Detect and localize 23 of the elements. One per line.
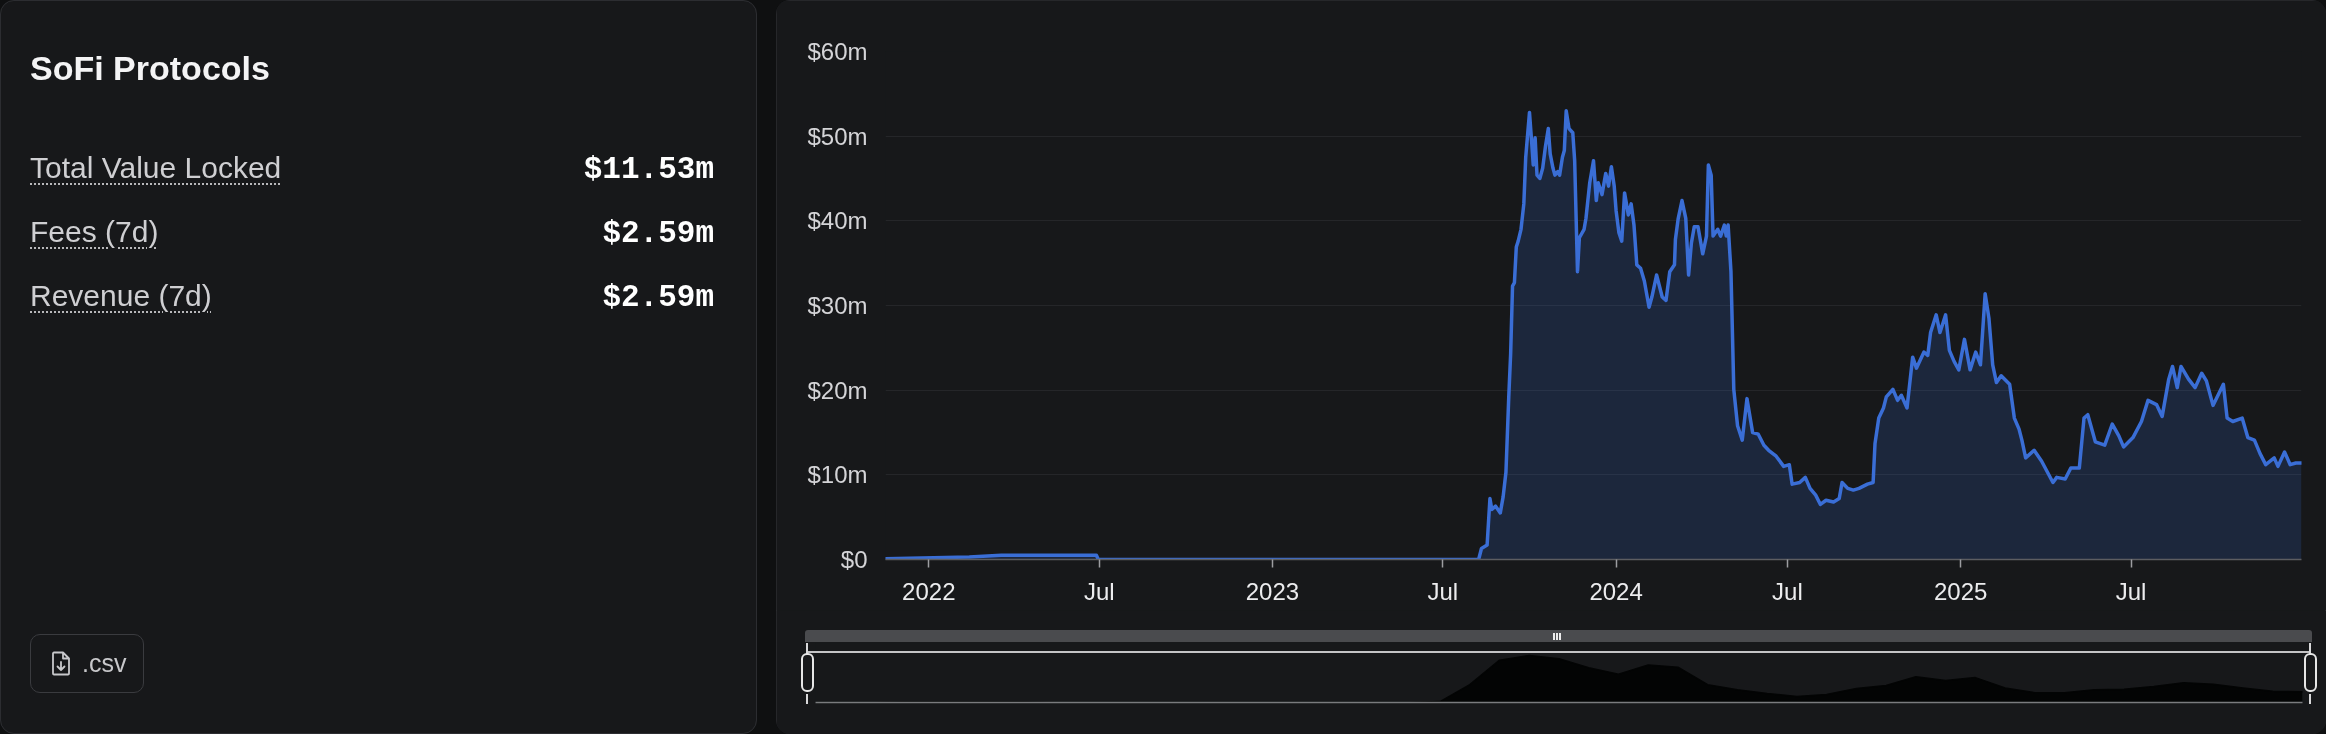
x-tick-label: Jul	[1772, 577, 1803, 605]
text: $2.59m	[602, 216, 714, 251]
x-tick-label: Jul	[2115, 577, 2147, 605]
x-tick-label: 2022	[902, 577, 956, 605]
y-tick-label: $50m	[807, 122, 868, 150]
text: .csv	[82, 649, 127, 677]
x-tick-label: Jul	[1427, 577, 1459, 605]
text: $11.53m	[583, 152, 714, 187]
text: SoFi Protocols	[30, 49, 270, 87]
text: Total Value Locked	[30, 151, 282, 184]
y-tick-label: $0	[840, 546, 868, 573]
x-tick-label: 2023	[1245, 577, 1300, 605]
x-tick-label: 2025	[1933, 577, 1988, 605]
text: $2.59m	[602, 280, 714, 315]
text: Revenue (7d)	[30, 279, 212, 312]
x-tick-label: Jul	[1083, 577, 1115, 605]
x-tick-label: 2024	[1589, 577, 1643, 605]
y-tick-label: $40m	[807, 207, 868, 235]
y-tick-label: $60m	[807, 38, 868, 65]
y-tick-label: $20m	[807, 376, 868, 404]
y-tick-label: $10m	[807, 461, 868, 489]
text: Fees (7d)	[30, 215, 159, 248]
y-tick-label: $30m	[807, 292, 868, 319]
